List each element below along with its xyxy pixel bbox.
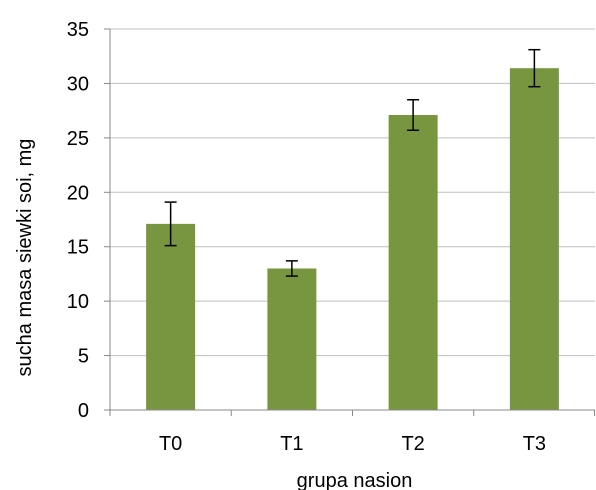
error-bars [164,48,541,277]
y-tick-label: 20 [67,182,89,204]
y-tick-label: 30 [67,73,89,95]
x-tick-label: T3 [523,433,546,455]
x-axis-title: grupa nasion [297,470,413,490]
bar-t2 [388,114,438,411]
y-tick-label: 0 [78,400,89,422]
bar-t0 [146,223,196,410]
bars [146,68,559,411]
error-bar-t2 [407,99,420,131]
y-axis-title: sucha masa siewki soi, mg [14,139,36,377]
error-bar-t3 [528,48,541,88]
x-tick-label: T0 [159,433,182,455]
x-tick-label: T1 [280,433,303,455]
axes [104,28,595,416]
y-tick-labels: 0 5 10 15 20 25 30 35 [67,19,89,422]
error-bar-t0 [164,201,177,247]
x-tick-labels: T0 T1 T2 T3 [159,433,546,455]
y-tick-label: 15 [67,237,89,259]
error-bar-t1 [285,260,298,277]
bar-t1 [267,268,317,410]
bar-t3 [509,68,559,410]
y-tick-label: 10 [67,291,89,313]
y-tick-label: 35 [67,19,89,41]
y-tick-label: 5 [78,346,89,368]
y-tick-label: 25 [67,128,89,150]
x-tick-label: T2 [401,433,424,455]
